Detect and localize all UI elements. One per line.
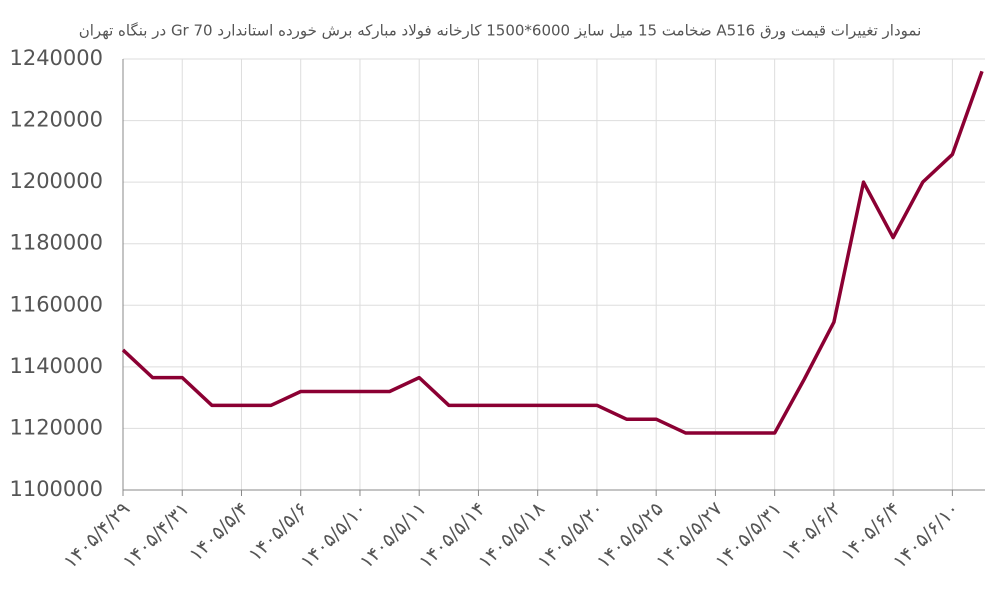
y-tick-label: 1140000 [9, 354, 103, 378]
x-tick-label: ۱۴۰۵/۶/۲ [777, 498, 845, 566]
y-tick-label: 1180000 [9, 231, 103, 255]
y-tick-label: 1200000 [9, 169, 103, 193]
y-tick-label: 1220000 [9, 108, 103, 132]
y-tick-label: 1100000 [9, 477, 103, 501]
y-tick-label: 1120000 [9, 415, 103, 439]
y-tick-label: 1240000 [9, 46, 103, 70]
line [121, 70, 984, 435]
x-tick-label: ۱۴۰۵/۵/۴ [185, 498, 253, 566]
chart-title: نمودار تغییرات قیمت ورق A516 ضخامت 15 می… [79, 22, 922, 40]
y-tick-label: 1160000 [9, 292, 103, 316]
